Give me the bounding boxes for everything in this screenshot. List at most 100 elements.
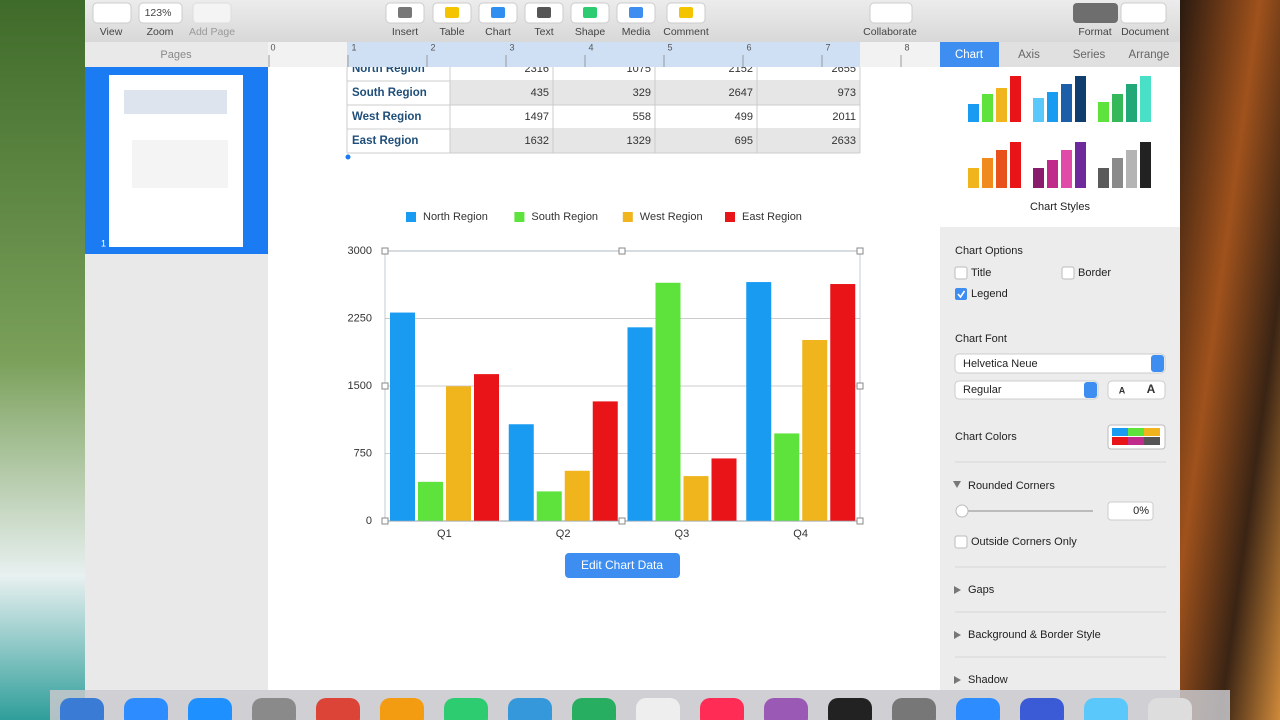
rounded-value-field[interactable] [1107, 501, 1154, 521]
cell: 558 [633, 111, 651, 123]
tool-icon [445, 7, 459, 18]
format-label: Format [1078, 26, 1111, 38]
inspector-tab[interactable]: Arrange [1129, 49, 1170, 61]
bar [592, 401, 618, 521]
document-button[interactable] [1120, 2, 1167, 24]
cell: 2647 [729, 87, 753, 99]
desktop-right [1180, 0, 1280, 720]
bar [802, 340, 828, 521]
checkmark [957, 290, 966, 299]
selection-handle[interactable] [856, 382, 864, 390]
cell: 435 [531, 87, 549, 99]
dock-icon[interactable] [124, 698, 168, 720]
dock-icon[interactable] [444, 698, 488, 720]
zoom-value: 123% [145, 7, 172, 19]
font-style: Regular [963, 384, 1002, 396]
font-larger[interactable]: A [1147, 382, 1156, 396]
bar [774, 433, 800, 521]
selection-handle[interactable] [381, 382, 389, 390]
legend-swatch [406, 212, 416, 222]
tab-selected [940, 42, 999, 67]
selection-handle[interactable] [856, 247, 864, 255]
zoom-button[interactable] [138, 2, 183, 24]
popup-arrows [1084, 382, 1097, 398]
font-family-popup[interactable] [954, 353, 1166, 374]
cell: 499 [735, 111, 753, 123]
add-page-label: Add Page [189, 26, 235, 38]
dock-icon[interactable] [316, 698, 360, 720]
chart-styles-label: Chart Styles [1030, 201, 1090, 213]
zoom-label: Zoom [147, 26, 174, 38]
chart-colors-swatch[interactable] [1107, 424, 1166, 450]
bar [746, 282, 772, 521]
bar [536, 491, 562, 521]
sidebar-title: Pages [160, 49, 192, 61]
legend-label: North Region [423, 211, 488, 223]
outside-corners-checkbox[interactable] [954, 535, 968, 549]
dock-icon[interactable] [1020, 698, 1064, 720]
section-heading[interactable]: Shadow [968, 674, 1008, 686]
cell: 2655 [832, 63, 856, 75]
dock-icon[interactable] [636, 698, 680, 720]
dock-icon[interactable] [1148, 698, 1192, 720]
dock-icon[interactable] [828, 698, 872, 720]
edit-chart-data-button[interactable] [565, 553, 680, 578]
edit-chart-data-label: Edit Chart Data [581, 558, 663, 572]
tool-label: Shape [575, 26, 606, 38]
popup-arrows [1151, 355, 1164, 372]
add-page-button[interactable] [192, 2, 232, 24]
dock-icon[interactable] [892, 698, 936, 720]
x-tick-label: Q4 [793, 528, 808, 540]
legend-checkbox[interactable] [955, 288, 967, 300]
section-heading[interactable]: Gaps [968, 584, 995, 596]
chart-style-swatches[interactable] [968, 76, 1151, 188]
ruler-label: 2 [430, 42, 435, 52]
slider-knob[interactable] [955, 504, 969, 518]
ruler-label: 6 [746, 42, 751, 52]
section-heading[interactable]: Background & Border Style [968, 629, 1101, 641]
dock-icon[interactable] [1084, 698, 1128, 720]
tool-icon [679, 7, 693, 18]
format-button[interactable] [1073, 3, 1118, 23]
collaborate-label: Collaborate [863, 26, 917, 38]
font-style-popup[interactable] [954, 380, 1099, 400]
dock-icon[interactable] [188, 698, 232, 720]
border-checkbox[interactable] [1061, 266, 1075, 280]
thumb-table [124, 90, 227, 114]
selection-handle[interactable] [618, 517, 626, 525]
disclosure-closed [954, 631, 961, 639]
x-tick-label: Q3 [675, 528, 690, 540]
bar [627, 327, 653, 521]
ruler-label: 3 [509, 42, 514, 52]
title-checkbox[interactable] [954, 266, 968, 280]
font-size-buttons[interactable] [1107, 380, 1166, 400]
dock-icon[interactable] [380, 698, 424, 720]
font-smaller[interactable]: A [1119, 385, 1126, 395]
dock-icon[interactable] [508, 698, 552, 720]
inspector-tab[interactable]: Chart [955, 49, 984, 61]
inspector-tab[interactable]: Series [1073, 49, 1106, 61]
chart-font-heading: Chart Font [955, 333, 1007, 345]
bar [683, 476, 709, 521]
selection-handle[interactable] [856, 517, 864, 525]
view-button[interactable] [92, 2, 132, 24]
inspector-tab[interactable]: Axis [1018, 49, 1040, 61]
dock-icon[interactable] [60, 698, 104, 720]
view-label: View [100, 26, 123, 38]
border-option: Border [1078, 267, 1111, 279]
cell: 1075 [627, 63, 651, 75]
selection-handle[interactable] [381, 247, 389, 255]
bar [446, 386, 471, 521]
chart-colors-heading: Chart Colors [955, 431, 1017, 443]
dock-icon[interactable] [700, 698, 744, 720]
cell: 2011 [832, 111, 856, 123]
dock-icon[interactable] [572, 698, 616, 720]
dock-icon[interactable] [956, 698, 1000, 720]
tool-label: Text [534, 26, 553, 38]
collaborate-button[interactable] [869, 2, 913, 24]
selection-handle[interactable] [381, 517, 389, 525]
selection-handle[interactable] [618, 247, 626, 255]
dock-icon[interactable] [252, 698, 296, 720]
legend-swatch [725, 212, 735, 222]
dock-icon[interactable] [764, 698, 808, 720]
